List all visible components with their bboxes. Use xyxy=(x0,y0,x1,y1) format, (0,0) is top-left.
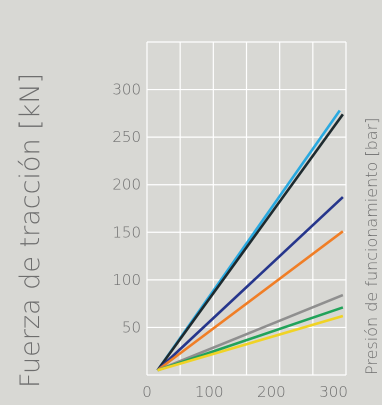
x-tick-label: 300 xyxy=(319,383,348,401)
y-tick-label: 250 xyxy=(112,128,141,146)
series-line-4 xyxy=(156,230,344,372)
x-axis-label: Presión de funcionamiento [bar] xyxy=(362,118,381,375)
x-tick-label: 200 xyxy=(257,383,286,401)
y-tick-label: 300 xyxy=(112,81,141,99)
grid xyxy=(146,41,347,376)
x-tick-label: 0 xyxy=(142,383,152,401)
x-tick-label: 100 xyxy=(195,383,224,401)
y-tick-label: 150 xyxy=(112,223,141,241)
y-tick-label: 50 xyxy=(122,318,141,336)
y-axis-label: Fuerza de tracción [kN] xyxy=(15,73,46,388)
series-line-2 xyxy=(156,113,344,372)
y-tick-labels: 50 100 150 200 250 300 xyxy=(112,81,141,337)
x-tick-labels: 0 100 200 300 xyxy=(142,383,348,401)
series-line-7 xyxy=(157,314,344,372)
series-group xyxy=(156,109,344,372)
series-line-6 xyxy=(157,306,344,372)
y-tick-label: 100 xyxy=(112,271,141,289)
y-tick-label: 200 xyxy=(112,176,141,194)
series-line-5 xyxy=(157,293,344,372)
series-line-3 xyxy=(156,196,344,372)
